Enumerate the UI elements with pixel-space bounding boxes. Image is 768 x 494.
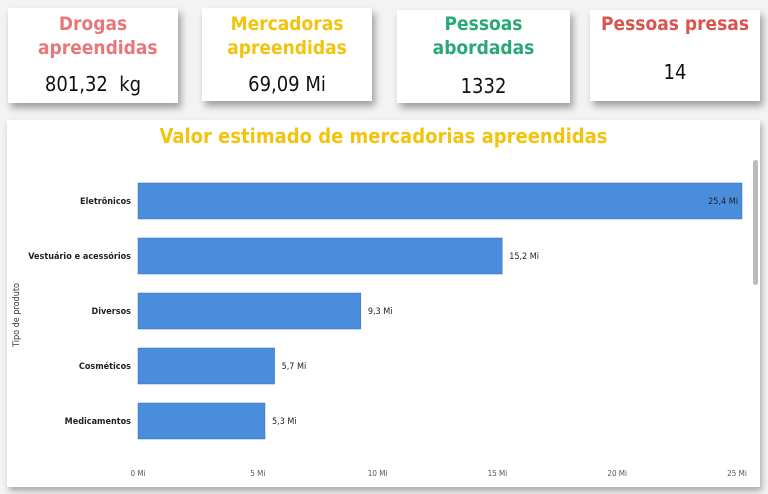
bar-chart: Tipo de produto Eletrônicos 25,4 Mi Vestuár…: [12, 182, 747, 478]
chart-panel: Valor estimado de mercadorias apreendida…: [7, 120, 760, 487]
card-value: 14: [663, 60, 687, 84]
data-label: 9,3 Mi: [368, 307, 393, 317]
card-value: 801,32 kg: [44, 72, 142, 96]
category-label: Eletrônicos: [80, 196, 131, 207]
bar-medicamentos: [137, 402, 266, 440]
x-tick-label: 25 Mi: [727, 469, 747, 478]
x-tick-label: 5 Mi: [250, 469, 265, 478]
card-title: Pessoas presas: [600, 13, 750, 35]
card-value: 69,09 Mi: [248, 72, 326, 96]
card-drogas-apreendidas: Drogas apreendidas 801,32 kg: [8, 8, 178, 103]
card-value: 1332: [460, 74, 507, 98]
data-label: 5,7 Mi: [282, 362, 307, 372]
bar-eletrônicos: [137, 182, 743, 220]
category-label: Diversos: [92, 307, 132, 317]
y-axis-title: Tipo de produto: [12, 283, 22, 348]
data-label: 15,2 Mi: [509, 252, 539, 262]
data-label: 5,3 Mi: [272, 417, 297, 427]
card-title: Pessoas abordadas: [432, 13, 535, 59]
card-pessoas-abordadas: Pessoas abordadas 1332: [397, 10, 570, 103]
x-tick-label: 10 Mi: [368, 469, 388, 478]
bar-cosméticos: [137, 347, 275, 385]
scrollbar[interactable]: [753, 160, 758, 285]
x-tick-label: 20 Mi: [607, 469, 627, 478]
card-title: Mercadoras apreendidas: [227, 13, 347, 59]
card-mercadorias-apreendidas: Mercadoras apreendidas 69,09 Mi: [202, 8, 372, 101]
data-label: 25,4 Mi: [708, 197, 738, 207]
category-label: Vestuário e acessórios: [28, 251, 131, 262]
bar-diversos: [137, 292, 362, 330]
x-tick-label: 15 Mi: [488, 469, 508, 478]
bar-vestuário-e-acessórios: [137, 237, 503, 275]
category-label: Medicamentos: [65, 417, 132, 427]
card-title: Drogas apreendidas: [38, 13, 158, 59]
x-tick-label: 0 Mi: [130, 469, 145, 478]
chart-title: Valor estimado de mercadorias apreendida…: [159, 124, 608, 148]
card-pessoas-presas: Pessoas presas 14: [590, 10, 760, 101]
category-label: Cosméticos: [79, 361, 131, 372]
